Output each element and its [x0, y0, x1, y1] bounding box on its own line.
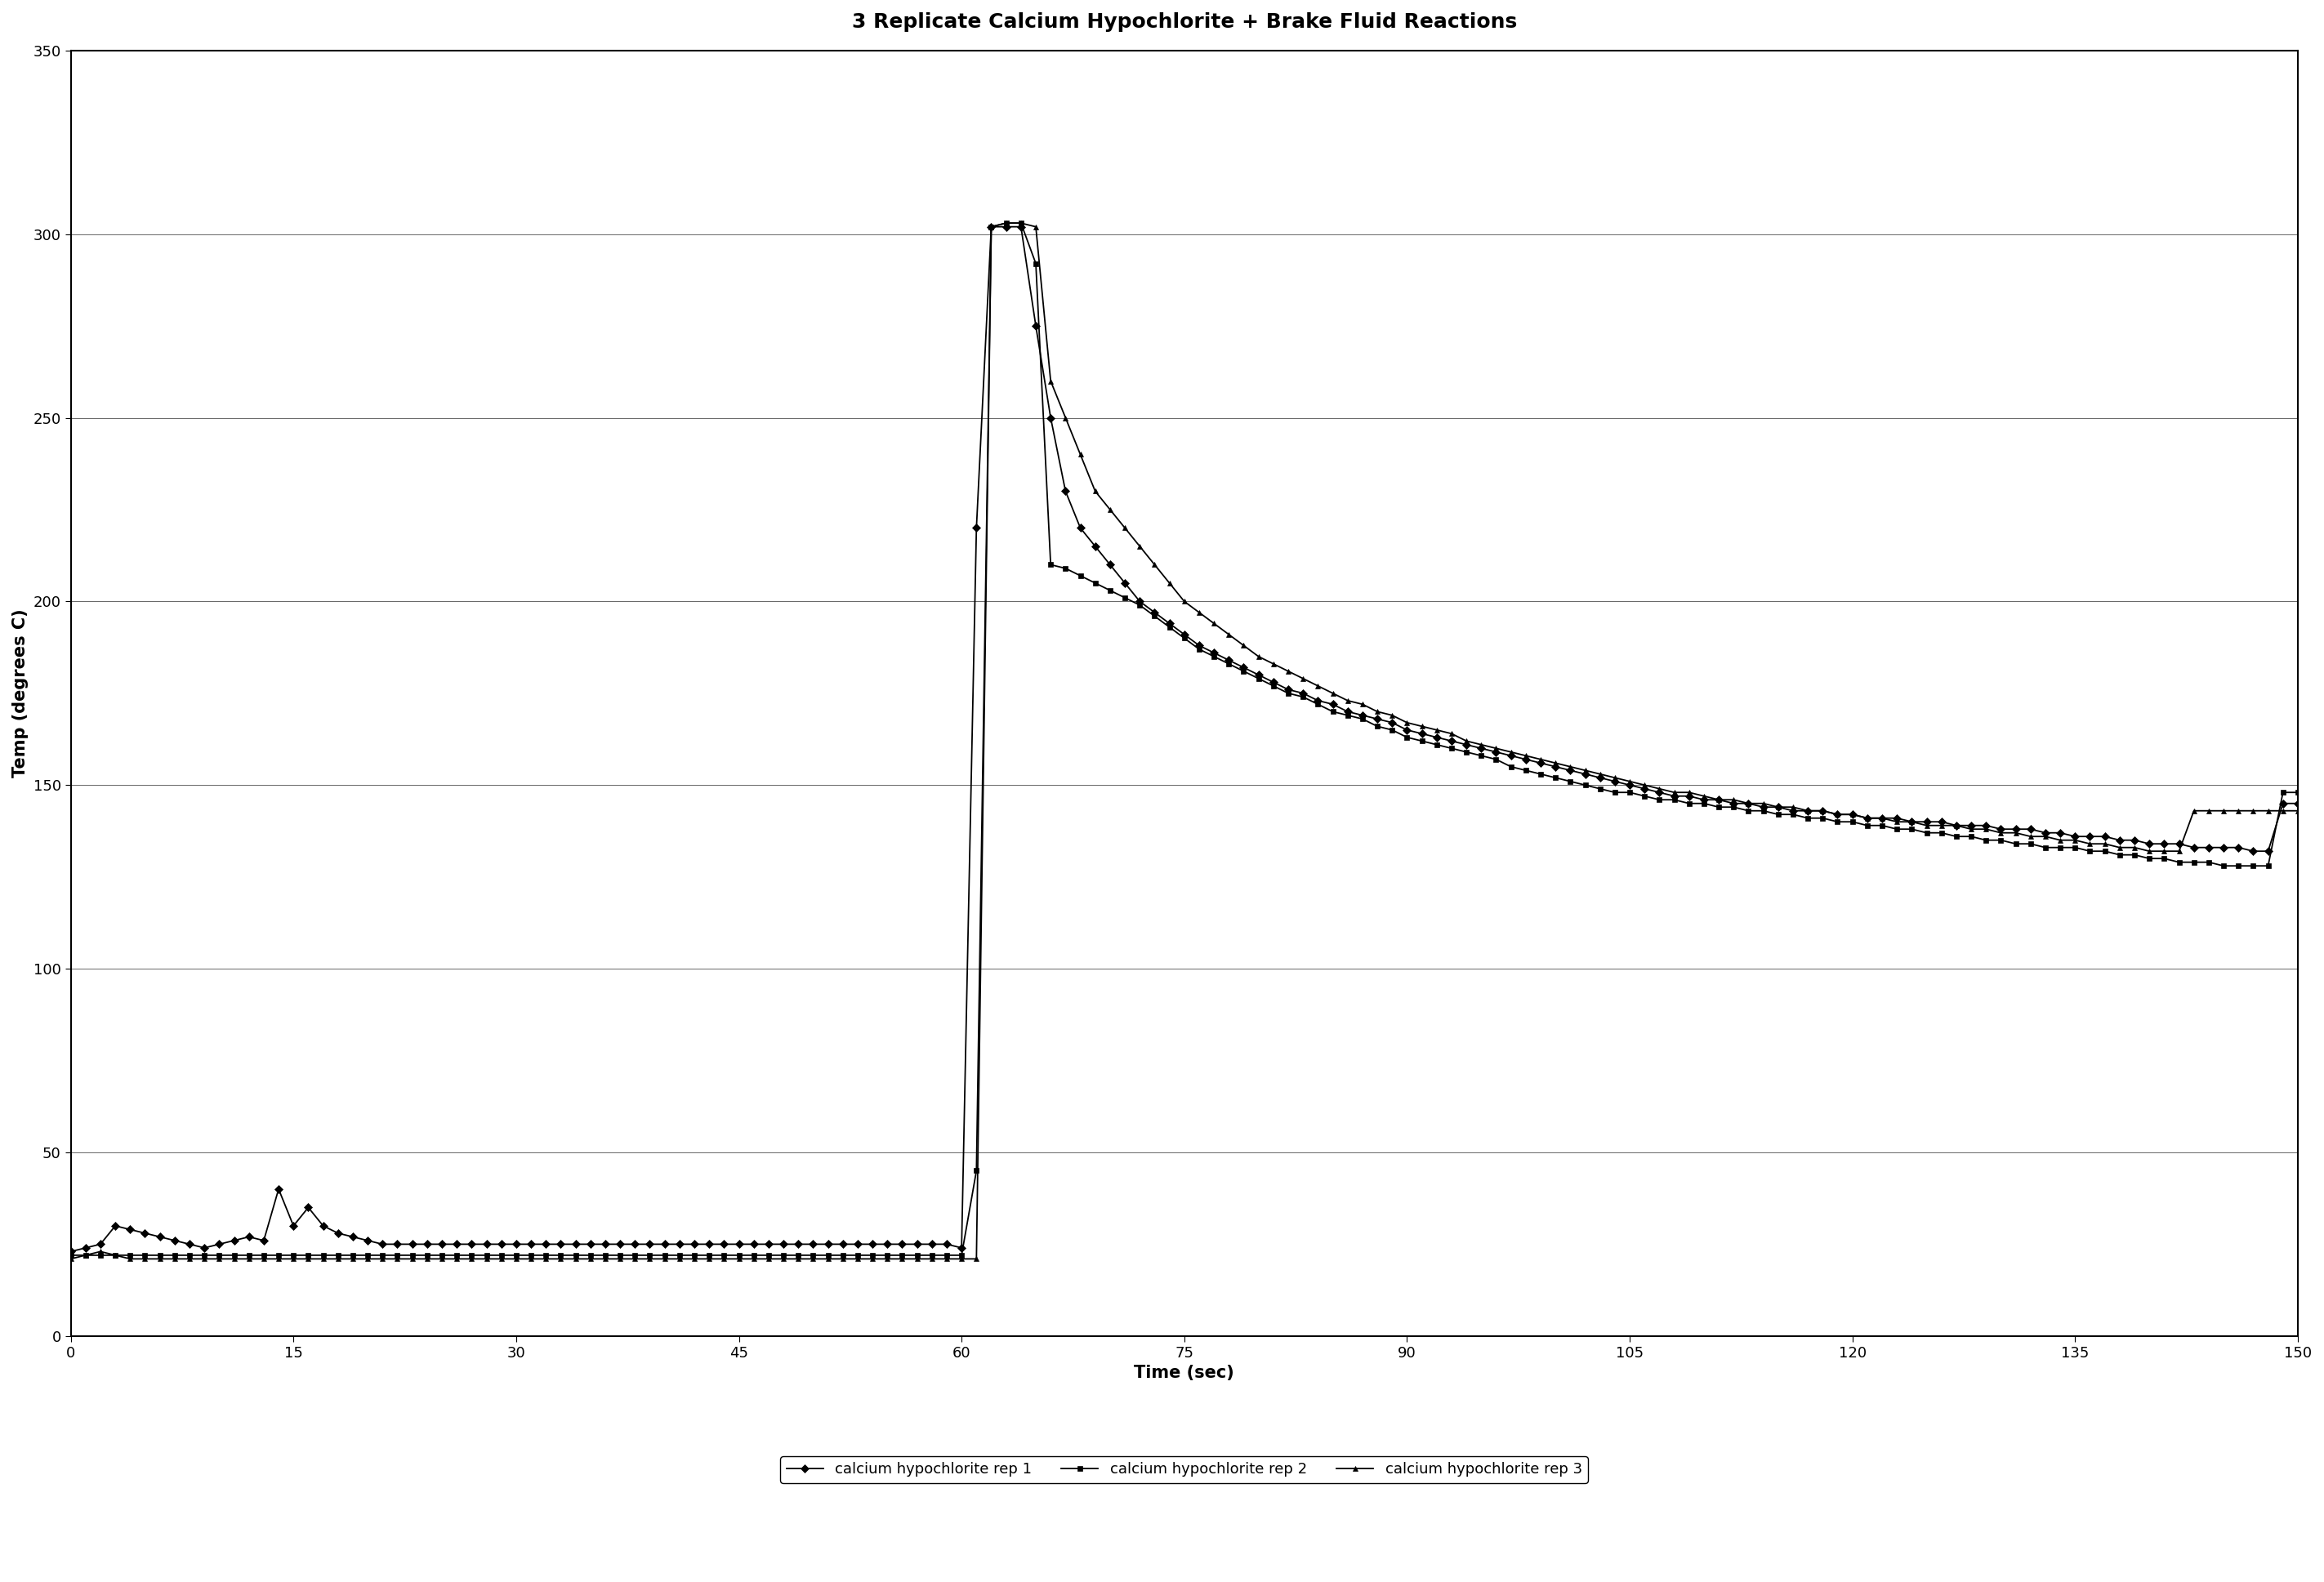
calcium hypochlorite rep 3	[1422, 720, 1450, 739]
calcium hypochlorite rep 2	[1155, 617, 1183, 636]
calcium hypochlorite rep 2	[844, 1245, 871, 1264]
calcium hypochlorite rep 2	[1483, 750, 1511, 769]
calcium hypochlorite rep 2	[992, 214, 1020, 233]
calcium hypochlorite rep 3	[56, 1250, 84, 1269]
calcium hypochlorite rep 3	[1631, 775, 1659, 794]
calcium hypochlorite rep 3	[2284, 802, 2312, 821]
calcium hypochlorite rep 2	[2284, 783, 2312, 802]
calcium hypochlorite rep 1	[2254, 842, 2282, 861]
calcium hypochlorite rep 1	[56, 1242, 84, 1261]
X-axis label: Time (sec): Time (sec)	[1134, 1365, 1234, 1381]
calcium hypochlorite rep 1	[2284, 794, 2312, 813]
Line: calcium hypochlorite rep 2: calcium hypochlorite rep 2	[67, 220, 2301, 1258]
calcium hypochlorite rep 2	[1422, 736, 1450, 755]
calcium hypochlorite rep 2	[2254, 856, 2282, 875]
Title: 3 Replicate Calcium Hypochlorite + Brake Fluid Reactions: 3 Replicate Calcium Hypochlorite + Brake…	[851, 13, 1518, 32]
Line: calcium hypochlorite rep 3: calcium hypochlorite rep 3	[67, 220, 2301, 1262]
calcium hypochlorite rep 1	[1422, 728, 1450, 747]
calcium hypochlorite rep 2	[56, 1245, 84, 1264]
calcium hypochlorite rep 1	[1155, 614, 1183, 633]
calcium hypochlorite rep 3	[2254, 802, 2282, 821]
calcium hypochlorite rep 3	[844, 1250, 871, 1269]
Y-axis label: Temp (degrees C): Temp (degrees C)	[12, 609, 28, 778]
calcium hypochlorite rep 1	[978, 217, 1006, 236]
Legend: calcium hypochlorite rep 1, calcium hypochlorite rep 2, calcium hypochlorite rep: calcium hypochlorite rep 1, calcium hypo…	[781, 1457, 1587, 1482]
calcium hypochlorite rep 1	[1631, 780, 1659, 799]
calcium hypochlorite rep 3	[992, 214, 1020, 233]
calcium hypochlorite rep 1	[1483, 742, 1511, 761]
calcium hypochlorite rep 2	[1631, 786, 1659, 805]
calcium hypochlorite rep 3	[1483, 739, 1511, 758]
calcium hypochlorite rep 3	[1155, 574, 1183, 593]
calcium hypochlorite rep 1	[844, 1234, 871, 1253]
Line: calcium hypochlorite rep 1: calcium hypochlorite rep 1	[67, 225, 2301, 1255]
